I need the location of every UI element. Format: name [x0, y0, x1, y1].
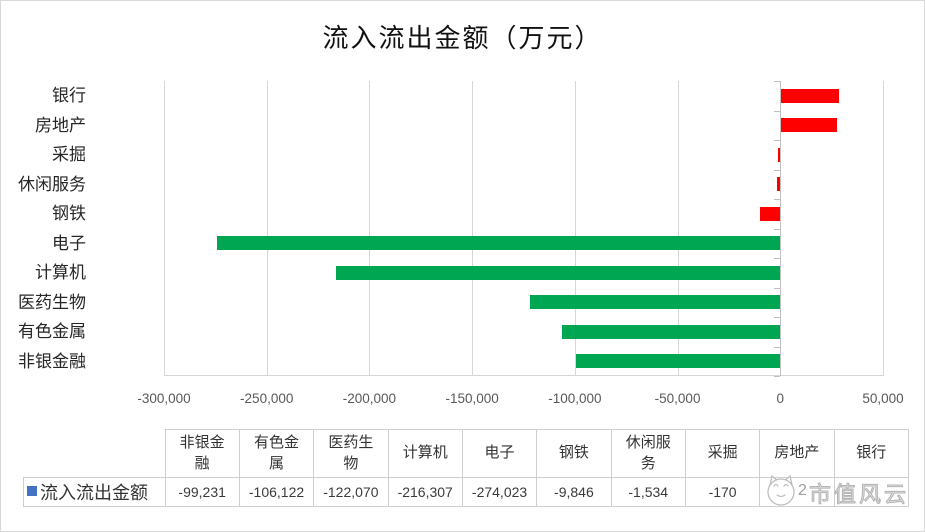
category-tick — [774, 199, 781, 200]
legend-cell: 流入流出金额 — [23, 477, 166, 507]
category-label: 银行 — [52, 86, 86, 105]
plot-area — [164, 81, 884, 377]
table-value-cell: -9,846 — [536, 477, 612, 507]
table-value-cell: -274,023 — [461, 477, 538, 507]
category-label: 休闲服务 — [18, 174, 86, 194]
category-tick — [774, 81, 781, 82]
category-label: 计算机 — [35, 263, 86, 282]
bar-医药生物 — [529, 295, 781, 310]
table-header-label: 有色金属 — [254, 435, 300, 472]
category-label: 房地产 — [35, 115, 86, 135]
category-label: 非银金融 — [18, 351, 86, 371]
category-tick — [774, 258, 781, 259]
bar-有色金属 — [562, 324, 781, 339]
category-tick — [774, 228, 781, 230]
category-tick — [774, 140, 781, 141]
table-header-cell: 电子 — [461, 429, 538, 478]
bar-非银金融 — [576, 354, 781, 369]
table-header-cell: 钢铁 — [536, 429, 612, 478]
table-value-cell: -170 — [684, 477, 761, 507]
category-tick — [774, 110, 781, 112]
table-value-cell: -99,231 — [164, 477, 240, 507]
bar-银行 — [781, 88, 839, 103]
category-tick — [774, 346, 781, 348]
gridline — [574, 81, 576, 376]
bar-计算机 — [335, 265, 781, 280]
gridline — [369, 81, 371, 376]
table-header-cell: 非银金融 — [164, 429, 240, 478]
x-tick-label: -300,000 — [137, 391, 191, 406]
series-label: 流入流出金额 — [40, 483, 148, 503]
table-header-label: 银行 — [856, 445, 887, 462]
series-legend-marker — [27, 486, 37, 496]
x-tick-label: -250,000 — [240, 391, 294, 406]
bar-采掘 — [778, 147, 781, 162]
bar-电子 — [217, 236, 781, 251]
table-corner-cell — [24, 430, 166, 478]
table-header-label: 计算机 — [402, 445, 448, 462]
table-value-cell — [833, 477, 910, 507]
x-tick-label: -150,000 — [445, 391, 499, 406]
table-header-cell: 银行 — [833, 429, 910, 478]
category-tick — [774, 376, 781, 377]
gridline — [883, 81, 884, 376]
table-header-cell: 休闲服务 — [610, 429, 686, 478]
table-header-cell: 计算机 — [387, 429, 463, 478]
bar-钢铁 — [760, 206, 781, 221]
category-tick — [774, 317, 781, 318]
table-header-cell: 采掘 — [684, 429, 761, 478]
table-value-row: 流入流出金额 -99,231 -106,122 -122,070 -216,307 -27… — [23, 477, 910, 507]
table-header-cell: 房地产 — [759, 429, 835, 478]
x-tick-label: -100,000 — [548, 391, 602, 406]
x-tick-label: -200,000 — [342, 391, 397, 406]
x-tick-label: 0 — [776, 391, 785, 406]
data-table: 非银金融 有色金属 医药生物 计算机 电子 钢铁 休闲服务 采掘 房地产 银行流入流出金额 -99,… — [23, 429, 910, 507]
table-header-row: 非银金融 有色金属 医药生物 计算机 电子 钢铁 休闲服务 采掘 房地产 银行 — [24, 429, 910, 478]
chart-title: 流入流出金额（万元） — [322, 24, 603, 53]
table-value-cell: -122,070 — [313, 477, 389, 507]
table-value-cell — [759, 477, 835, 507]
zero-axis-line — [780, 81, 782, 376]
gridline — [266, 81, 268, 376]
gridline — [677, 81, 679, 376]
category-tick — [774, 287, 781, 289]
table-header-label: 医药生物 — [328, 435, 374, 472]
table-value-cell: -1,534 — [610, 477, 686, 507]
gridline — [472, 81, 474, 376]
x-axis-labels: -300,000 -250,000 -200,000 -150,000 -100,000… — [137, 391, 903, 409]
y-axis-labels: 银行房地产采掘休闲服务钢铁电子计算机医药生物有色金属非银金融 — [1, 81, 86, 376]
table-value-cell: -216,307 — [387, 477, 463, 507]
table-header-label: 采掘 — [707, 445, 738, 462]
category-label: 电子 — [52, 233, 86, 253]
category-label: 有色金属 — [18, 322, 86, 341]
category-tick — [774, 169, 781, 171]
category-label: 采掘 — [52, 145, 86, 164]
table-header-label: 休闲服务 — [625, 435, 671, 472]
table-value-cell: -106,122 — [238, 477, 315, 507]
bar-房地产 — [781, 118, 838, 133]
x-tick-label: 50,000 — [862, 391, 904, 406]
table-header-label: 电子 — [484, 445, 515, 462]
table-header-label: 钢铁 — [558, 445, 589, 462]
table-header-cell: 医药生物 — [313, 429, 389, 478]
x-tick-label: -50,000 — [654, 391, 701, 406]
plot-bottom-line — [164, 375, 883, 376]
bar-休闲服务 — [777, 177, 781, 192]
table-header-cell: 有色金属 — [238, 429, 315, 478]
table-header-label: 房地产 — [774, 445, 820, 462]
category-label: 钢铁 — [52, 204, 86, 223]
table-header-label: 非银金融 — [179, 435, 225, 472]
gridline — [164, 81, 165, 376]
category-label: 医药生物 — [18, 292, 86, 312]
